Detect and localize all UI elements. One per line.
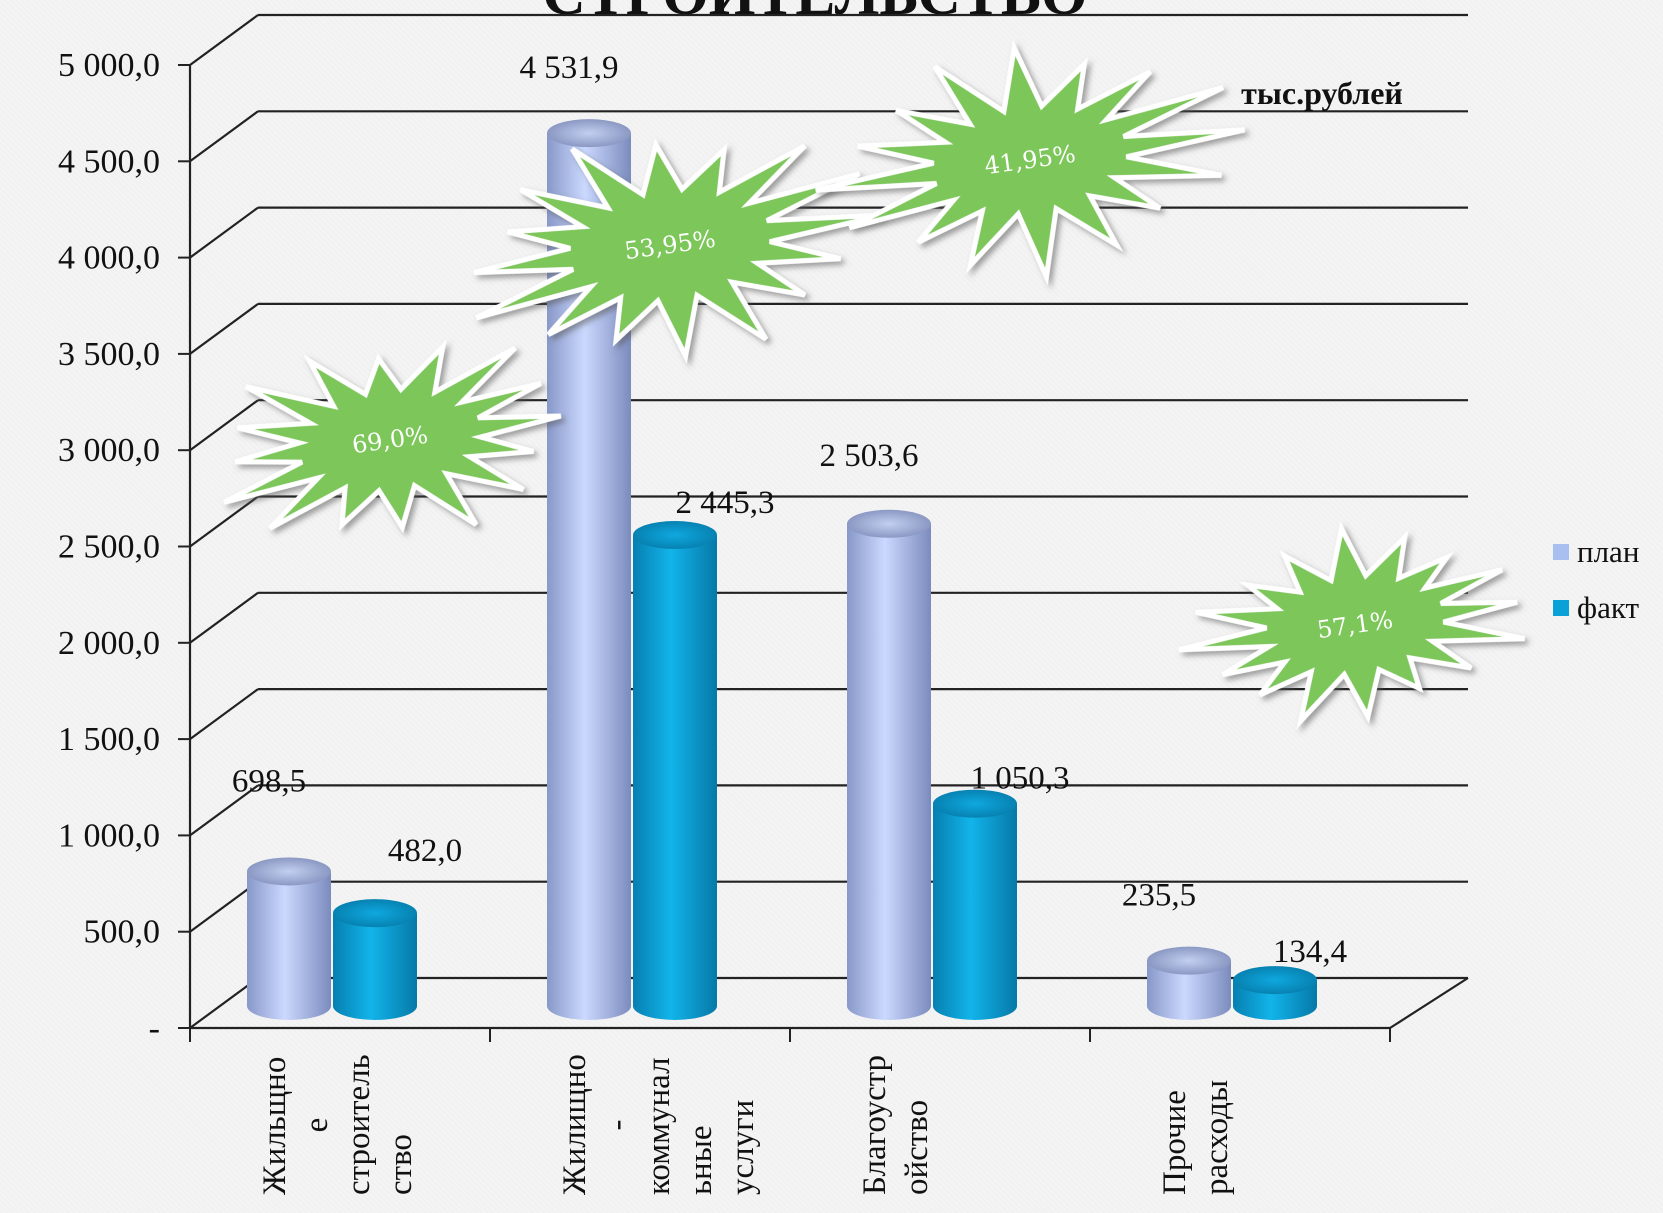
gridline-diagonal (189, 206, 259, 259)
category-label: ьные (683, 1125, 719, 1195)
category-label: - (599, 1120, 635, 1131)
fact-bar (633, 521, 717, 1020)
gridline-diagonal (189, 399, 259, 452)
legend-swatch (1553, 544, 1569, 560)
category-label: услуги (725, 1100, 761, 1195)
category-label: коммунал (641, 1057, 677, 1195)
y-tick-label: 4 500,0 (58, 143, 160, 180)
category-label: расходы (1199, 1080, 1235, 1195)
percent-burst: 53,95% (473, 138, 884, 364)
data-label: 134,4 (1273, 934, 1347, 970)
bar-body (847, 523, 931, 1020)
fact-bar (1233, 966, 1317, 1020)
data-label: 482,0 (388, 833, 462, 869)
category-label: Жильщно (257, 1057, 293, 1195)
gridline-diagonal (189, 495, 259, 548)
y-tick-label: 5 000,0 (58, 47, 160, 84)
gridline-diagonal (189, 977, 259, 1029)
category-label: Благоустр (857, 1055, 893, 1195)
bar-top (1147, 946, 1231, 975)
legend-label: факт (1577, 590, 1639, 625)
y-tick-label: - (149, 1010, 160, 1047)
data-label: 698,5 (232, 763, 306, 799)
bar-body (547, 133, 631, 1020)
bar-top (933, 789, 1017, 818)
burst-shape (223, 339, 562, 534)
gridline-diagonal (189, 880, 259, 933)
y-tick-label: 3 000,0 (58, 432, 160, 469)
bar-body (933, 803, 1017, 1020)
category-label: ство (383, 1134, 419, 1195)
plan-bar (247, 857, 331, 1020)
fact-bar (333, 899, 417, 1020)
y-tick-label: 3 500,0 (58, 336, 160, 373)
bar-top (847, 509, 931, 538)
chart-title: СТРОИТЕЛЬСТВО (542, 0, 1087, 27)
bar-top (333, 899, 417, 928)
percent-burst: 41,95% (815, 39, 1246, 286)
burst-shape (1178, 521, 1526, 730)
bar-body (333, 913, 417, 1020)
bar-body (247, 871, 331, 1020)
gridline-diagonal (189, 14, 259, 66)
y-tick-label: 4 000,0 (58, 240, 160, 277)
legend-label: план (1577, 534, 1639, 569)
category-label: строитель (341, 1054, 377, 1195)
gridline-diagonal (189, 688, 259, 740)
category-label: е (299, 1118, 335, 1133)
burst-shape (473, 138, 884, 364)
category-label: Прочие (1157, 1090, 1193, 1195)
unit-label: тыс.рублей (1241, 75, 1403, 111)
burst-shape (815, 39, 1246, 286)
gridline-diagonal (189, 591, 259, 644)
data-label: 2 445,3 (676, 485, 775, 521)
bar-top (1233, 966, 1317, 995)
bar-top (247, 857, 331, 886)
data-label: 235,5 (1122, 878, 1196, 914)
legend-swatch (1553, 600, 1569, 616)
y-tick-label: 2 000,0 (58, 625, 160, 662)
bar-top (633, 521, 717, 550)
category-label: Жилищно (557, 1054, 593, 1195)
y-tick-label: 500,0 (84, 914, 161, 951)
plan-bar (847, 509, 931, 1020)
bar-body (1147, 960, 1231, 1020)
data-label: 2 503,6 (820, 438, 919, 474)
bar-top (547, 119, 631, 148)
gridline-diagonal (189, 110, 259, 163)
fact-bar (933, 789, 1017, 1020)
percent-burst: 57,1% (1178, 521, 1526, 730)
data-label: 4 531,9 (520, 50, 619, 86)
percent-burst: 69,0% (223, 339, 562, 534)
y-tick-label: 1 500,0 (58, 721, 160, 758)
gridline-diagonal (189, 303, 259, 355)
plan-bar (1147, 946, 1231, 1020)
bar-body (633, 535, 717, 1020)
category-label: ойство (899, 1100, 935, 1195)
gridline-diagonal (189, 784, 259, 837)
y-tick-label: 2 500,0 (58, 529, 160, 566)
plan-bar (547, 119, 631, 1020)
data-label: 1 050,3 (971, 761, 1070, 797)
y-tick-label: 1 000,0 (58, 817, 160, 854)
floor-right-edge (1389, 977, 1469, 1029)
